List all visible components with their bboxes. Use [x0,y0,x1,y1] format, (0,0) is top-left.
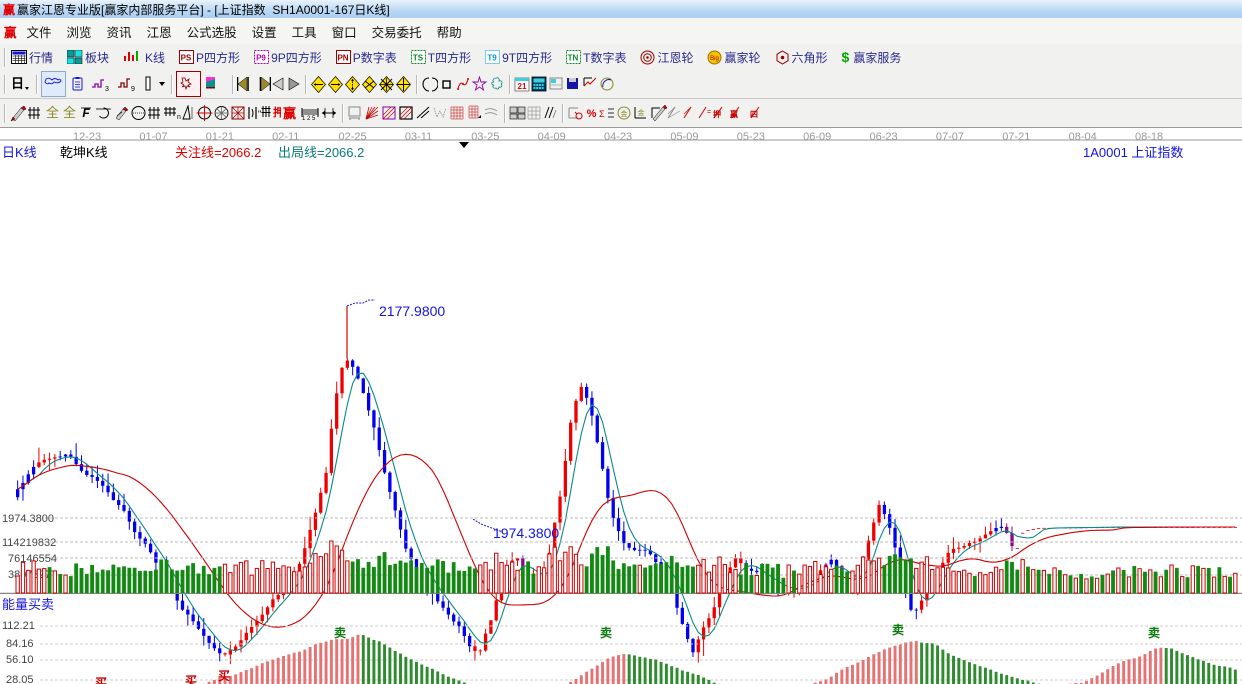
svg-text:01-07: 01-07 [139,131,167,141]
svg-text:T9: T9 [487,54,497,63]
svg-text:05-23: 05-23 [737,131,765,141]
svg-text:02-25: 02-25 [339,131,367,141]
svg-text:04-23: 04-23 [604,131,632,141]
svg-text:四: 四 [750,110,758,119]
svg-text:押: 押 [273,105,281,119]
svg-text:08-18: 08-18 [1135,131,1163,141]
svg-text:2177.9800: 2177.9800 [379,303,445,319]
svg-text:Σ: Σ [599,109,605,119]
svg-text:赢: 赢 [730,109,738,119]
svg-text:21: 21 [518,82,527,91]
svg-text:卖: 卖 [1148,625,1160,640]
svg-text:112.21: 112.21 [2,620,35,632]
svg-text:Big: Big [711,56,720,62]
svg-text:金: 金 [638,108,645,117]
svg-text:买: 买 [218,669,230,683]
svg-text:04-09: 04-09 [538,131,566,141]
svg-text:PS: PS [181,54,192,63]
svg-text:TN: TN [568,54,579,63]
svg-text:1 2 5: 1 2 5 [302,116,316,121]
svg-text:买: 买 [95,676,107,684]
svg-text:84.16: 84.16 [6,638,34,650]
svg-text:03-11: 03-11 [405,131,432,141]
svg-text:买: 买 [185,674,197,684]
svg-text:1974.3800: 1974.3800 [2,514,54,525]
svg-text:12-23: 12-23 [73,131,101,141]
svg-text:押: 押 [713,109,721,119]
svg-text:TS: TS [413,54,424,63]
svg-text:56.10: 56.10 [6,654,34,666]
svg-text:=: = [707,109,711,116]
svg-text:01-21: 01-21 [206,131,234,141]
svg-text:%: % [587,108,597,120]
svg-text:P9: P9 [256,54,266,63]
svg-text:03-25: 03-25 [471,131,499,141]
svg-text:赢: 赢 [283,106,296,121]
svg-text:02-11: 02-11 [272,131,299,141]
svg-text:08-04: 08-04 [1069,131,1097,141]
svg-text:卖: 卖 [334,625,346,640]
svg-text:3: 3 [105,86,109,92]
svg-text:卖: 卖 [600,625,612,640]
svg-text:114219832: 114219832 [2,537,56,549]
svg-text:全: 全 [46,105,59,120]
svg-text:07-07: 07-07 [936,131,964,141]
svg-text:PN: PN [337,54,348,63]
svg-text:金: 金 [621,109,628,118]
svg-text:06-23: 06-23 [870,131,898,141]
svg-text:全: 全 [63,105,76,120]
svg-text:05-09: 05-09 [670,131,698,141]
svg-text:日: 日 [11,76,24,91]
svg-text:28.05: 28.05 [6,674,34,684]
svg-text:卖: 卖 [892,622,904,637]
svg-text:9: 9 [131,86,135,92]
svg-text:06-09: 06-09 [803,131,831,141]
svg-text:07-21: 07-21 [1002,131,1030,141]
